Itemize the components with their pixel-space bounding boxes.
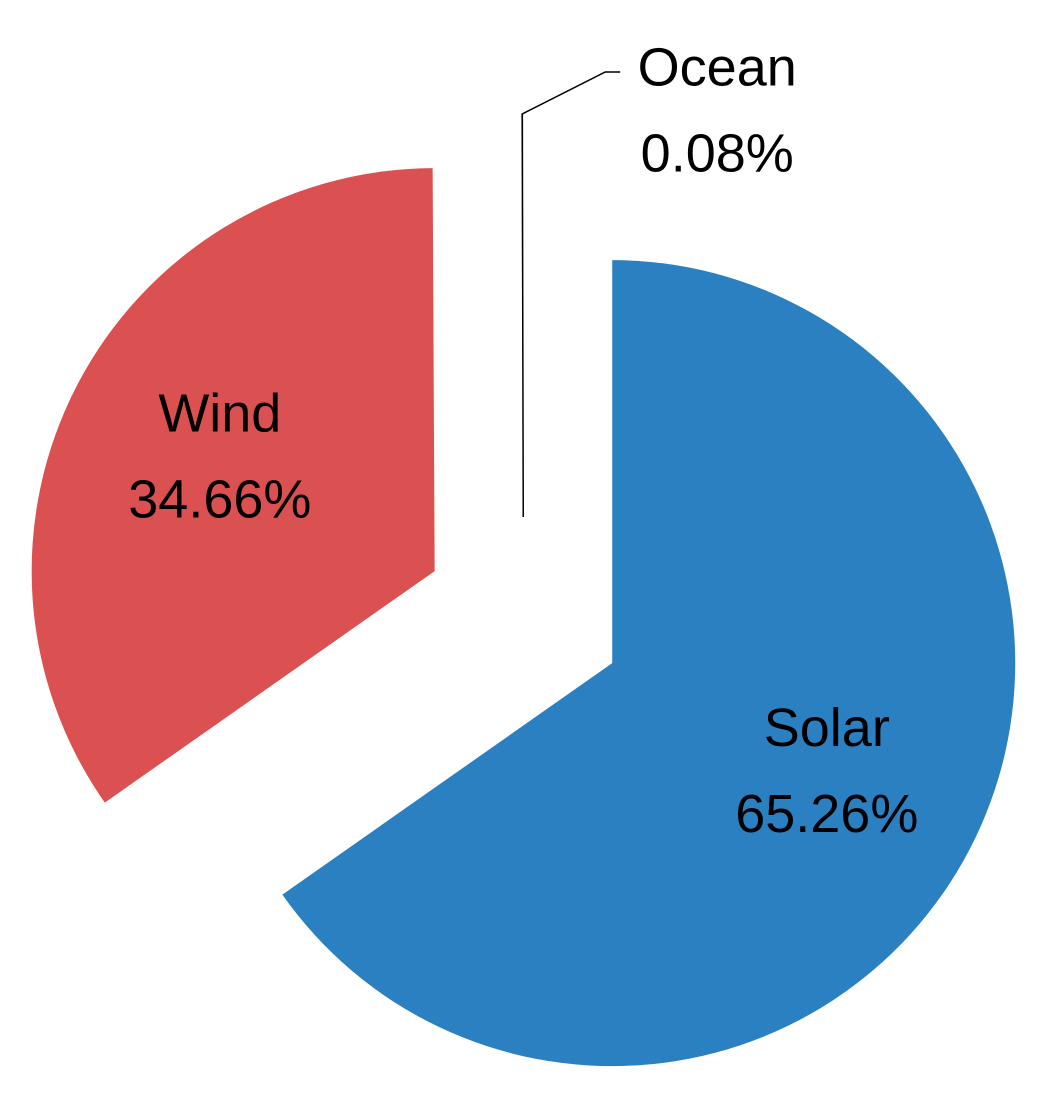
slice-label: Ocean bbox=[638, 37, 797, 97]
leader-line bbox=[521, 71, 621, 518]
slice-label: Wind bbox=[158, 383, 281, 443]
value-label: 34.66% bbox=[128, 469, 311, 529]
pie-slice bbox=[31, 168, 435, 803]
pie-slice bbox=[282, 260, 1016, 1067]
value-label: 65.26% bbox=[735, 784, 918, 844]
slice-label: Solar bbox=[764, 698, 890, 758]
value-label: 0.08% bbox=[641, 123, 794, 183]
